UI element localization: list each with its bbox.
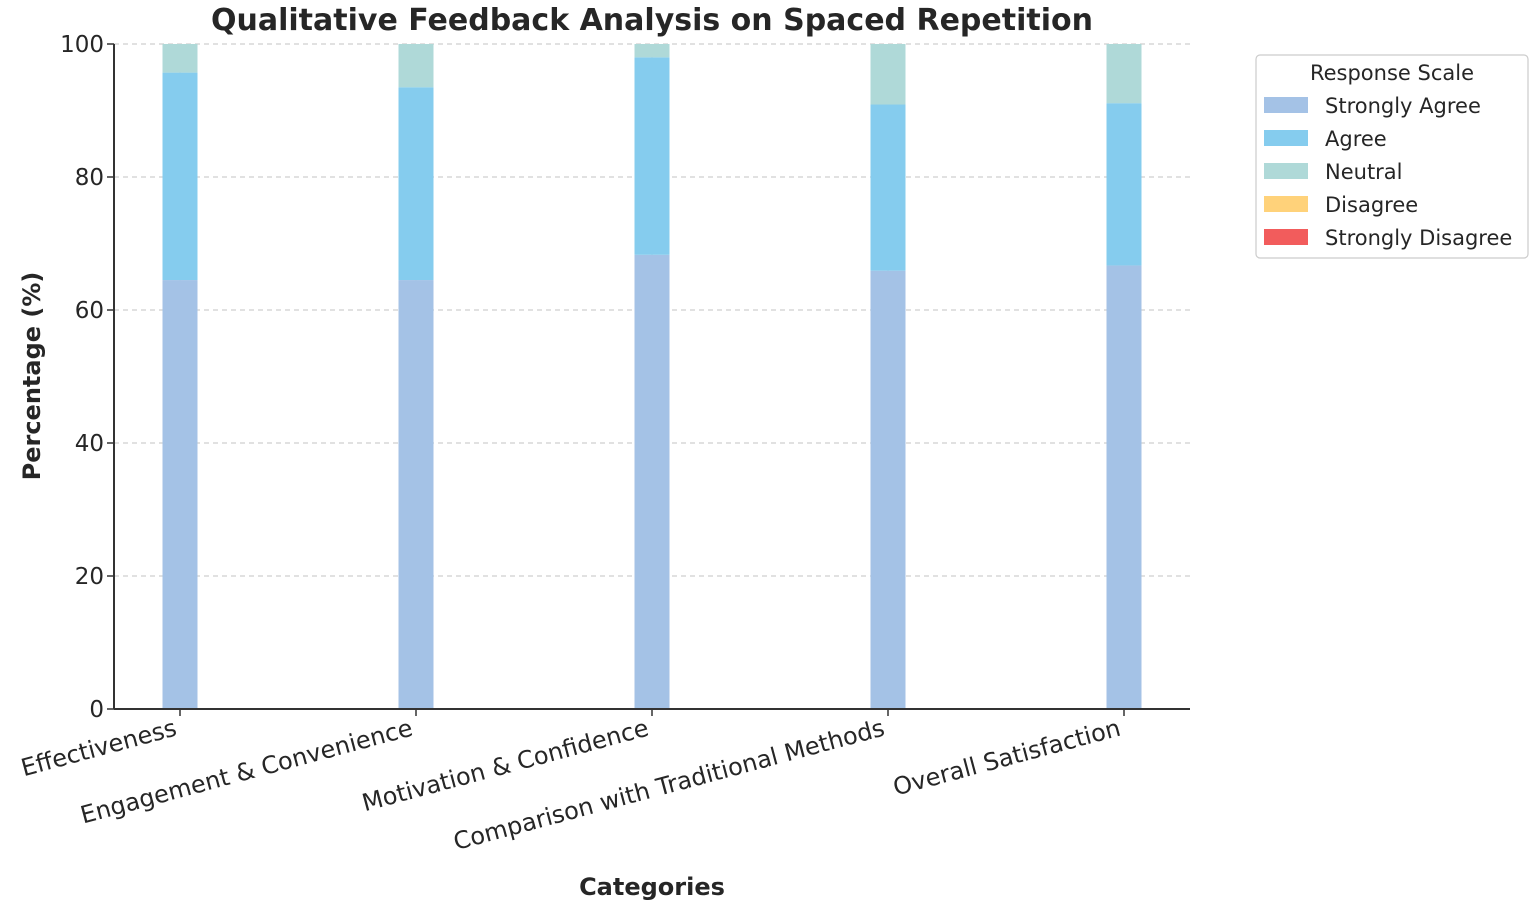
bar-motivation-and-confidence-neutral bbox=[634, 44, 670, 58]
bar-comparison-with-traditional-methods-agree bbox=[870, 104, 906, 271]
legend-label-agree: Agree bbox=[1325, 127, 1387, 151]
legend-frame bbox=[1255, 54, 1529, 259]
bar-comparison-with-traditional-methods-strongly-agree bbox=[870, 270, 906, 709]
y-tick-label-60: 60 bbox=[75, 298, 104, 324]
bar-engagement-and-convenience-agree bbox=[398, 87, 434, 281]
bar-effectiveness-neutral bbox=[162, 44, 198, 73]
y-tick-label-20: 20 bbox=[75, 564, 104, 590]
bar-motivation-and-confidence-strongly-agree bbox=[634, 254, 670, 709]
x-axis-title: Categories bbox=[579, 873, 725, 901]
legend-swatch-agree bbox=[1264, 130, 1308, 146]
legend-label-strongly-agree: Strongly Agree bbox=[1325, 94, 1481, 118]
bar-comparison-with-traditional-methods-neutral bbox=[870, 44, 906, 105]
bar-overall-satisfaction-agree bbox=[1106, 103, 1142, 266]
legend: Response Scale Strongly Agree Agree Neutra… bbox=[1255, 54, 1529, 259]
bar-engagement-and-convenience-neutral bbox=[398, 44, 434, 88]
y-tick-label-40: 40 bbox=[75, 431, 104, 457]
legend-swatch-disagree bbox=[1264, 196, 1308, 212]
legend-label-disagree: Disagree bbox=[1325, 193, 1418, 217]
bar-overall-satisfaction-strongly-agree bbox=[1106, 265, 1142, 709]
bar-motivation-and-confidence-agree bbox=[634, 57, 670, 255]
bar-effectiveness-strongly-agree bbox=[162, 280, 198, 709]
y-axis-title: Percentage (%) bbox=[18, 272, 46, 481]
y-tick-label-100: 100 bbox=[60, 32, 104, 58]
bar-overall-satisfaction-neutral bbox=[1106, 44, 1142, 104]
bar-engagement-and-convenience-strongly-agree bbox=[398, 280, 434, 709]
bar-effectiveness-agree bbox=[162, 72, 198, 281]
x-tick-label-comparison-with-traditional-methods: Comparison with Traditional Methods bbox=[450, 714, 887, 856]
chart-title: Qualitative Feedback Analysis on Spaced … bbox=[211, 3, 1093, 38]
x-tick-label-effectiveness: Effectiveness bbox=[18, 714, 180, 782]
x-tick-label-overall-satisfaction: Overall Satisfaction bbox=[890, 714, 1124, 802]
legend-label-strongly-disagree: Strongly Disagree bbox=[1325, 226, 1512, 250]
y-tick-label-80: 80 bbox=[75, 165, 104, 191]
legend-label-neutral: Neutral bbox=[1325, 160, 1403, 184]
legend-items: Strongly Agree Agree Neutral Disagree Strong… bbox=[1264, 94, 1512, 250]
y-tick-label-0: 0 bbox=[89, 697, 104, 723]
bars bbox=[162, 44, 1142, 709]
legend-swatch-strongly-agree bbox=[1264, 97, 1308, 113]
legend-swatch-strongly-disagree bbox=[1264, 229, 1308, 245]
legend-swatch-neutral bbox=[1264, 163, 1308, 179]
legend-title: Response Scale bbox=[1310, 61, 1474, 85]
